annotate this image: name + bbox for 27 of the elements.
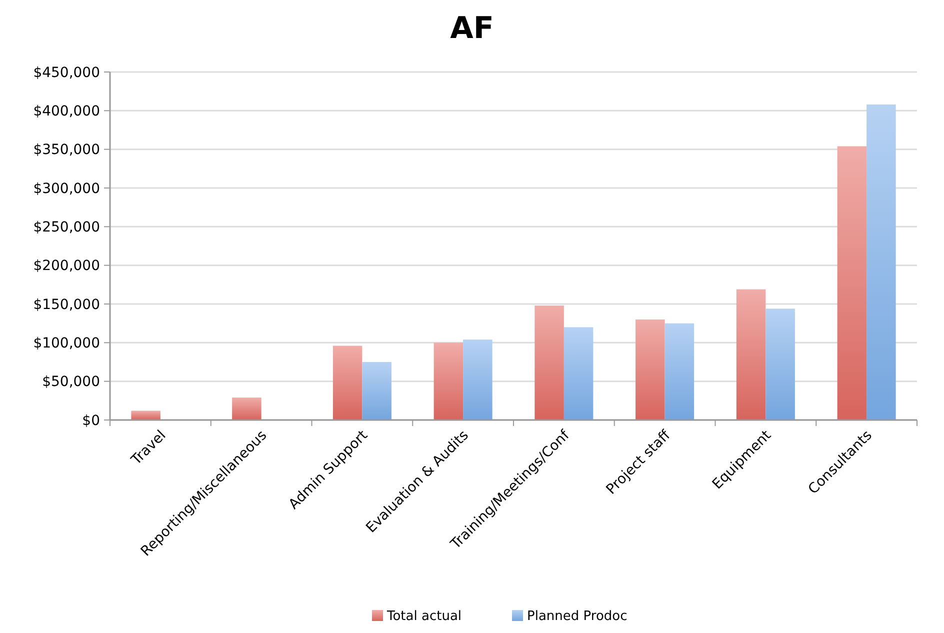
- bar: [434, 342, 464, 420]
- y-tick-label: $50,000: [42, 374, 100, 390]
- y-tick-label: $350,000: [33, 142, 100, 158]
- bar: [766, 308, 795, 420]
- y-tick-label: $300,000: [33, 180, 100, 197]
- y-tick-label: $100,000: [33, 336, 100, 352]
- bar: [534, 306, 564, 420]
- y-tick-label: $0: [82, 412, 100, 429]
- legend-label: Planned Prodoc: [527, 609, 628, 624]
- bar: [232, 398, 262, 420]
- bar: [332, 346, 362, 420]
- bar: [564, 327, 594, 420]
- y-tick-label: $150,000: [33, 296, 100, 313]
- y-tick-label: $200,000: [33, 258, 100, 274]
- bar: [362, 362, 392, 420]
- bar: [664, 323, 694, 420]
- bar: [837, 146, 867, 420]
- bar: [636, 319, 665, 420]
- y-tick-label: $250,000: [33, 220, 100, 236]
- y-tick-label: $450,000: [33, 64, 100, 81]
- bar: [866, 104, 896, 420]
- y-tick-label: $400,000: [33, 104, 100, 120]
- legend-label: Total actual: [386, 609, 462, 624]
- bar: [463, 340, 492, 420]
- bar: [131, 410, 160, 420]
- chart-title: AF: [450, 11, 494, 46]
- bar: [736, 289, 766, 420]
